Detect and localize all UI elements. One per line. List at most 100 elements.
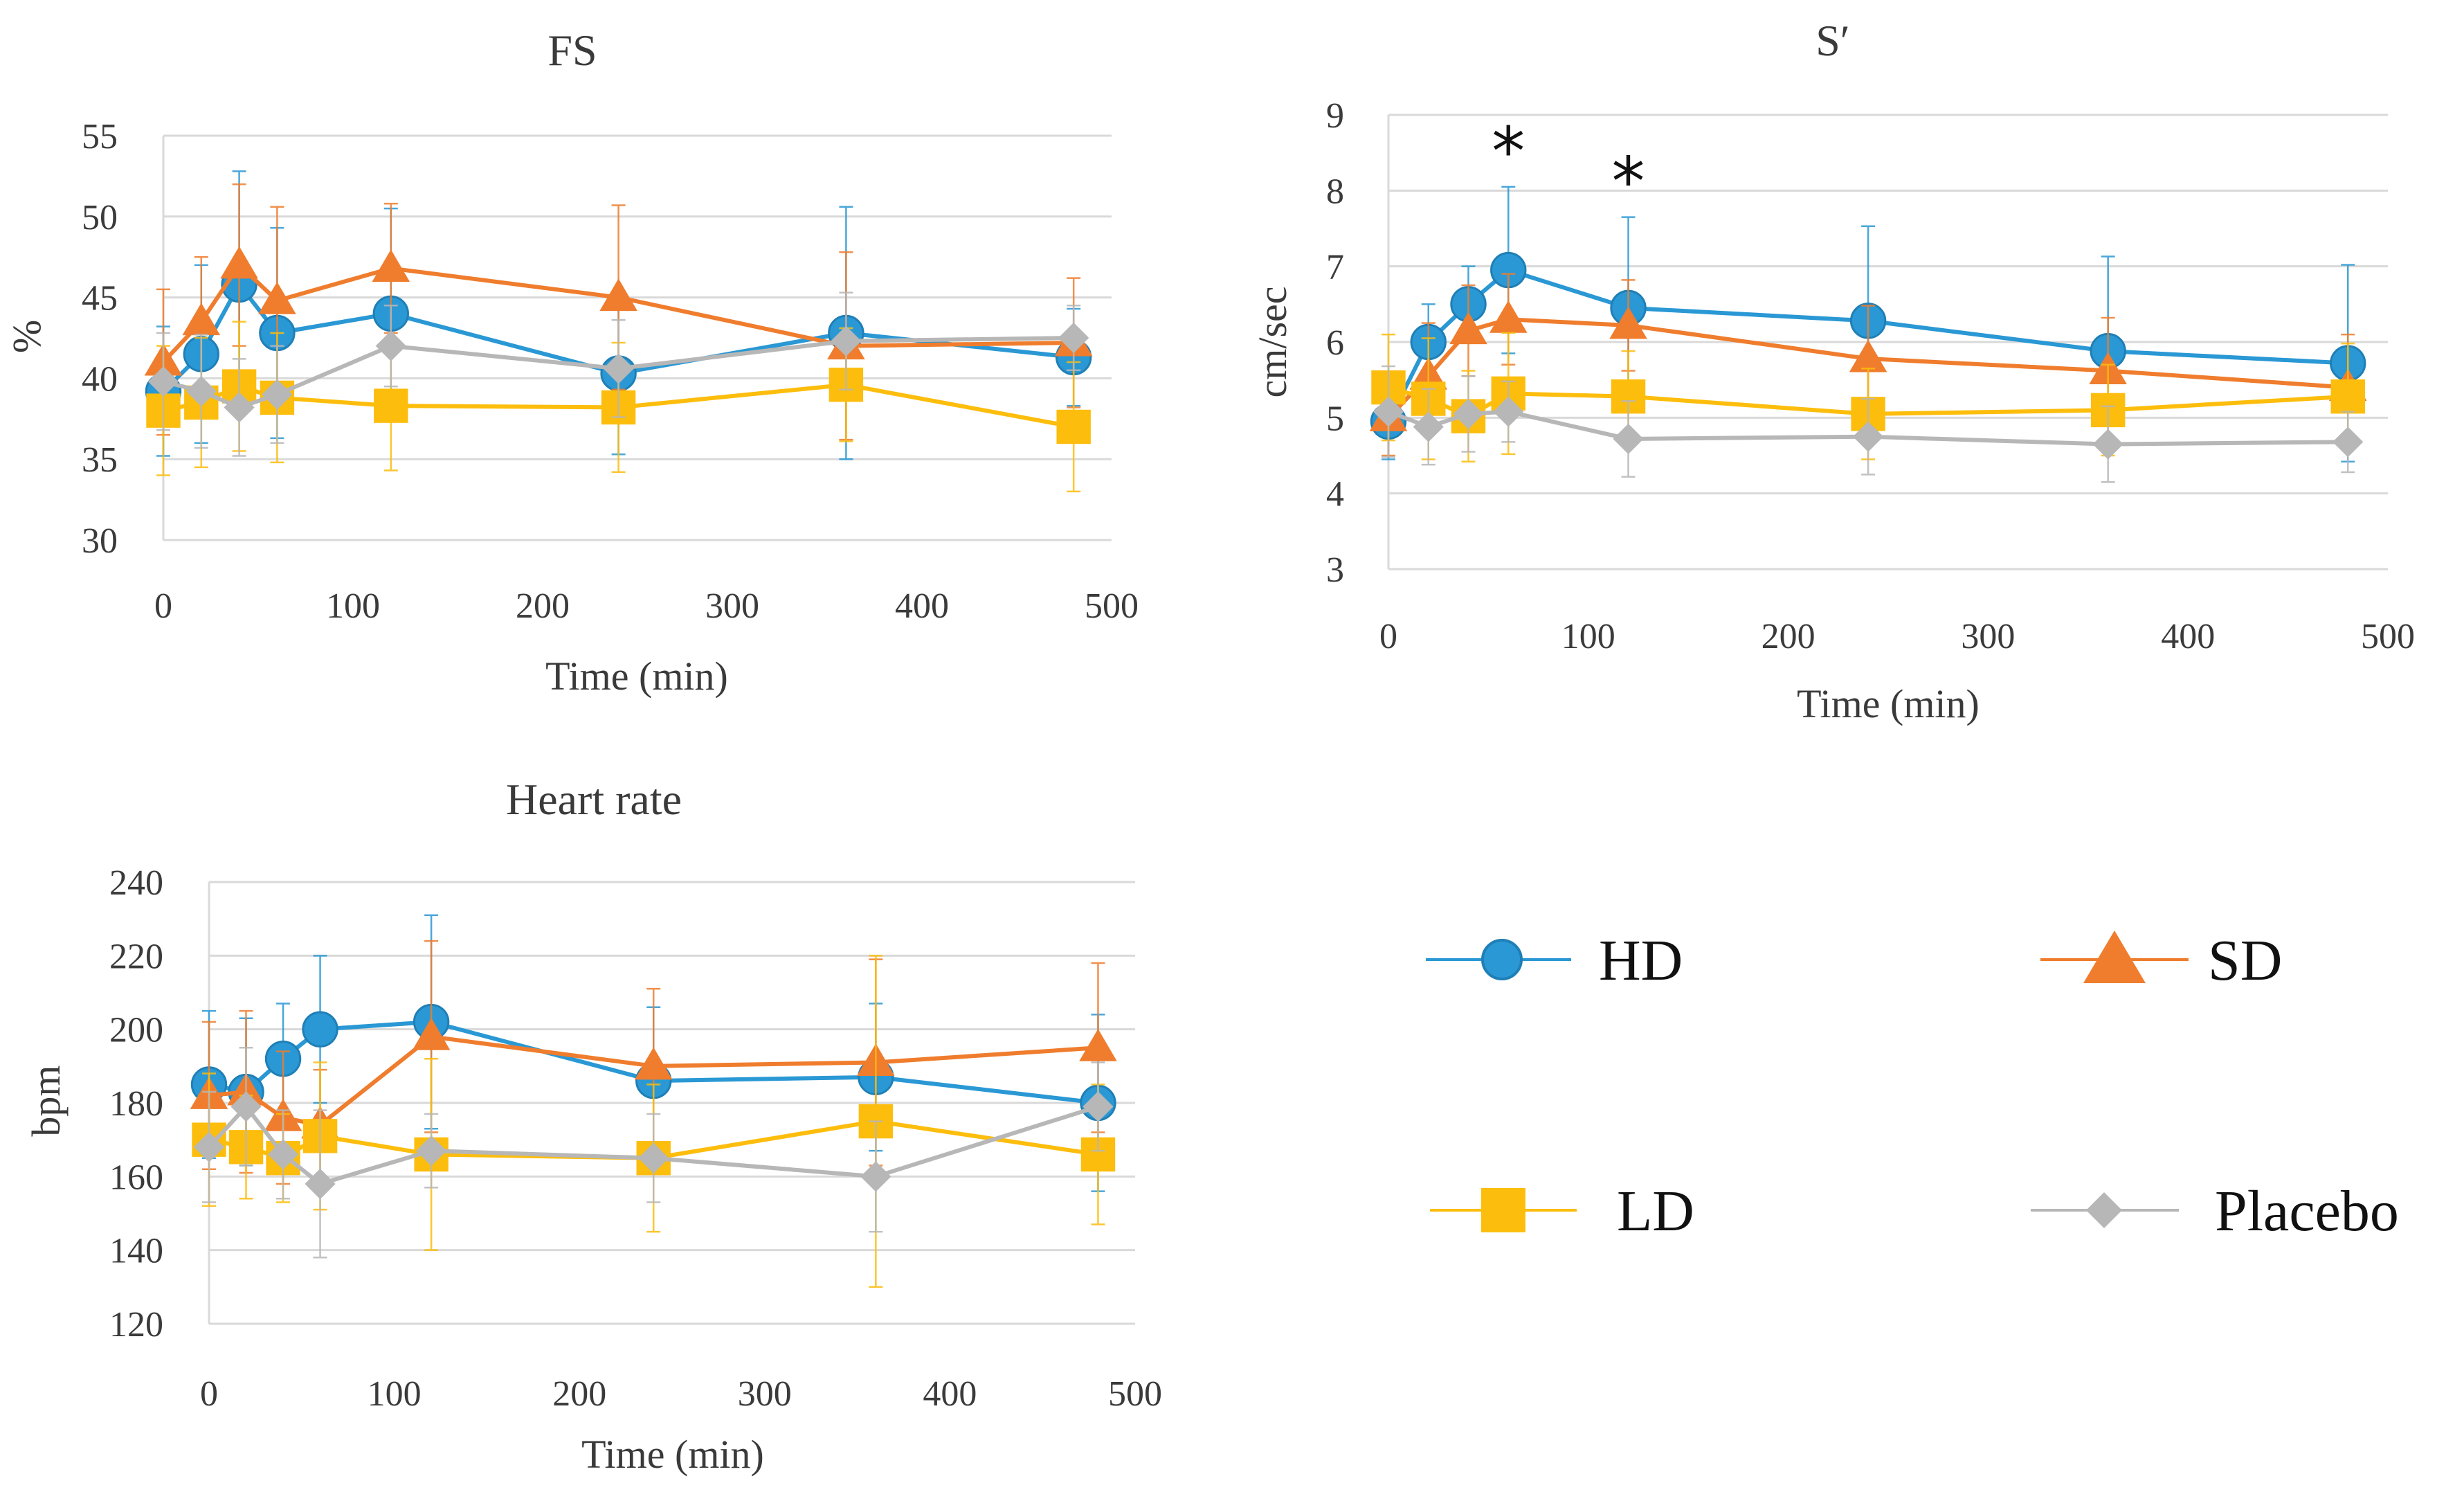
x-tick-label: 300 [1961,617,2015,656]
x-tick-label: 100 [368,1374,422,1414]
data-point [258,281,296,314]
x-tick-label: 200 [1761,617,1815,656]
x-tick-label: 100 [1561,617,1615,656]
legend-marker-ld [1481,1188,1525,1232]
data-point [372,249,410,282]
data-point [147,366,179,397]
x-tick-label: 200 [552,1374,606,1414]
data-point [1613,423,1644,455]
y-axis-label: cm/sec [1250,286,1295,397]
x-axis-label: Time (min) [545,654,728,699]
data-point [230,1091,262,1122]
y-tick-label: 240 [109,863,163,903]
x-tick-label: 500 [1108,1374,1162,1414]
chart-title: FS [547,26,597,75]
legend-label-sd: SD [2208,928,2282,993]
legend-item-placebo: Placebo [2031,1179,2399,1243]
legend-item-sd: SD [2040,928,2282,993]
legend-label-placebo: Placebo [2215,1179,2399,1243]
data-point [1853,421,1884,452]
y-tick-label: 6 [1326,323,1344,363]
x-tick-label: 500 [1085,586,1139,626]
y-tick-label: 50 [82,198,118,237]
y-tick-label: 200 [109,1011,163,1050]
x-tick-label: 300 [738,1374,792,1414]
data-point [267,1139,299,1170]
y-axis-label: % [4,320,49,353]
x-tick-label: 0 [200,1374,218,1414]
series-line [1386,317,2348,420]
data-point [220,246,258,279]
data-point [2092,429,2123,460]
data-point [185,375,217,407]
y-tick-label: 180 [109,1084,163,1124]
chart-title: Heart rate [506,775,682,824]
legend-label-ld: LD [1617,1179,1694,1243]
data-point [603,353,634,384]
data-point [1079,1028,1117,1061]
data-point [262,379,293,410]
x-tick-label: 400 [2161,617,2215,656]
data-point [1373,396,1404,427]
chart-heart-rate: Heart rate Time (min) bpm 120 140 160 180 20… [24,775,1162,1477]
y-axis-label: bpm [24,1065,69,1136]
series-line [161,262,1074,364]
data-point [831,325,862,357]
y-tick-label: 3 [1326,550,1344,590]
y-tick-label: 140 [109,1232,163,1271]
y-tick-label: 8 [1326,172,1344,211]
data-point [599,278,637,312]
data-point [416,1135,447,1167]
data-point [302,1011,338,1048]
data-point [1056,409,1091,444]
y-tick-label: 45 [82,279,118,318]
y-tick-label: 4 [1326,475,1344,514]
legend-label-hd: HD [1599,928,1683,993]
chart-s-prime: S′ Time (min) cm/sec 3 4 5 6 7 8 9 0 100 200 300 40… [1250,16,2415,726]
chart-title: S′ [1815,16,1850,65]
y-tick-label: 40 [82,359,118,399]
x-tick-label: 200 [516,586,570,626]
data-point [638,1142,669,1174]
significance-marker: * [1612,143,1645,221]
x-tick-label: 300 [705,586,759,626]
data-point [1449,312,1487,345]
data-point [1058,322,1089,354]
y-tick-label: 220 [109,937,163,976]
legend-item-hd: HD [1426,928,1683,993]
data-point [634,1047,673,1080]
y-tick-label: 55 [82,117,118,156]
data-point [1413,411,1444,442]
legend-marker-hd [1481,939,1523,980]
x-tick-label: 400 [895,586,949,626]
data-point [305,1168,336,1200]
data-point [2332,426,2364,458]
data-point [375,330,406,361]
y-tick-label: 35 [82,440,118,480]
data-point [182,303,221,336]
legend-item-ld: LD [1430,1179,1694,1243]
data-point [1453,398,1484,429]
x-tick-label: 0 [1379,617,1397,656]
series-placebo [1373,365,2364,483]
x-axis-label: Time (min) [581,1432,764,1477]
data-point [1493,396,1524,427]
y-tick-label: 7 [1326,248,1344,287]
y-tick-label: 5 [1326,399,1344,438]
y-tick-label: 120 [109,1305,163,1345]
data-point [1609,306,1647,339]
data-point [412,1018,451,1050]
data-point [2330,379,2365,414]
y-tick-label: 160 [109,1158,163,1197]
y-tick-label: 30 [82,521,118,561]
legend-marker-placebo [2086,1192,2122,1228]
x-tick-label: 100 [326,586,380,626]
significance-marker: * [1492,113,1525,190]
x-tick-label: 400 [923,1374,977,1414]
x-tick-label: 500 [2361,617,2415,656]
data-point [1489,300,1528,333]
chart-fs: FS Time (min) % 30 35 40 45 50 55 0 100 200 300 40… [4,26,1139,699]
data-point [193,1131,225,1162]
